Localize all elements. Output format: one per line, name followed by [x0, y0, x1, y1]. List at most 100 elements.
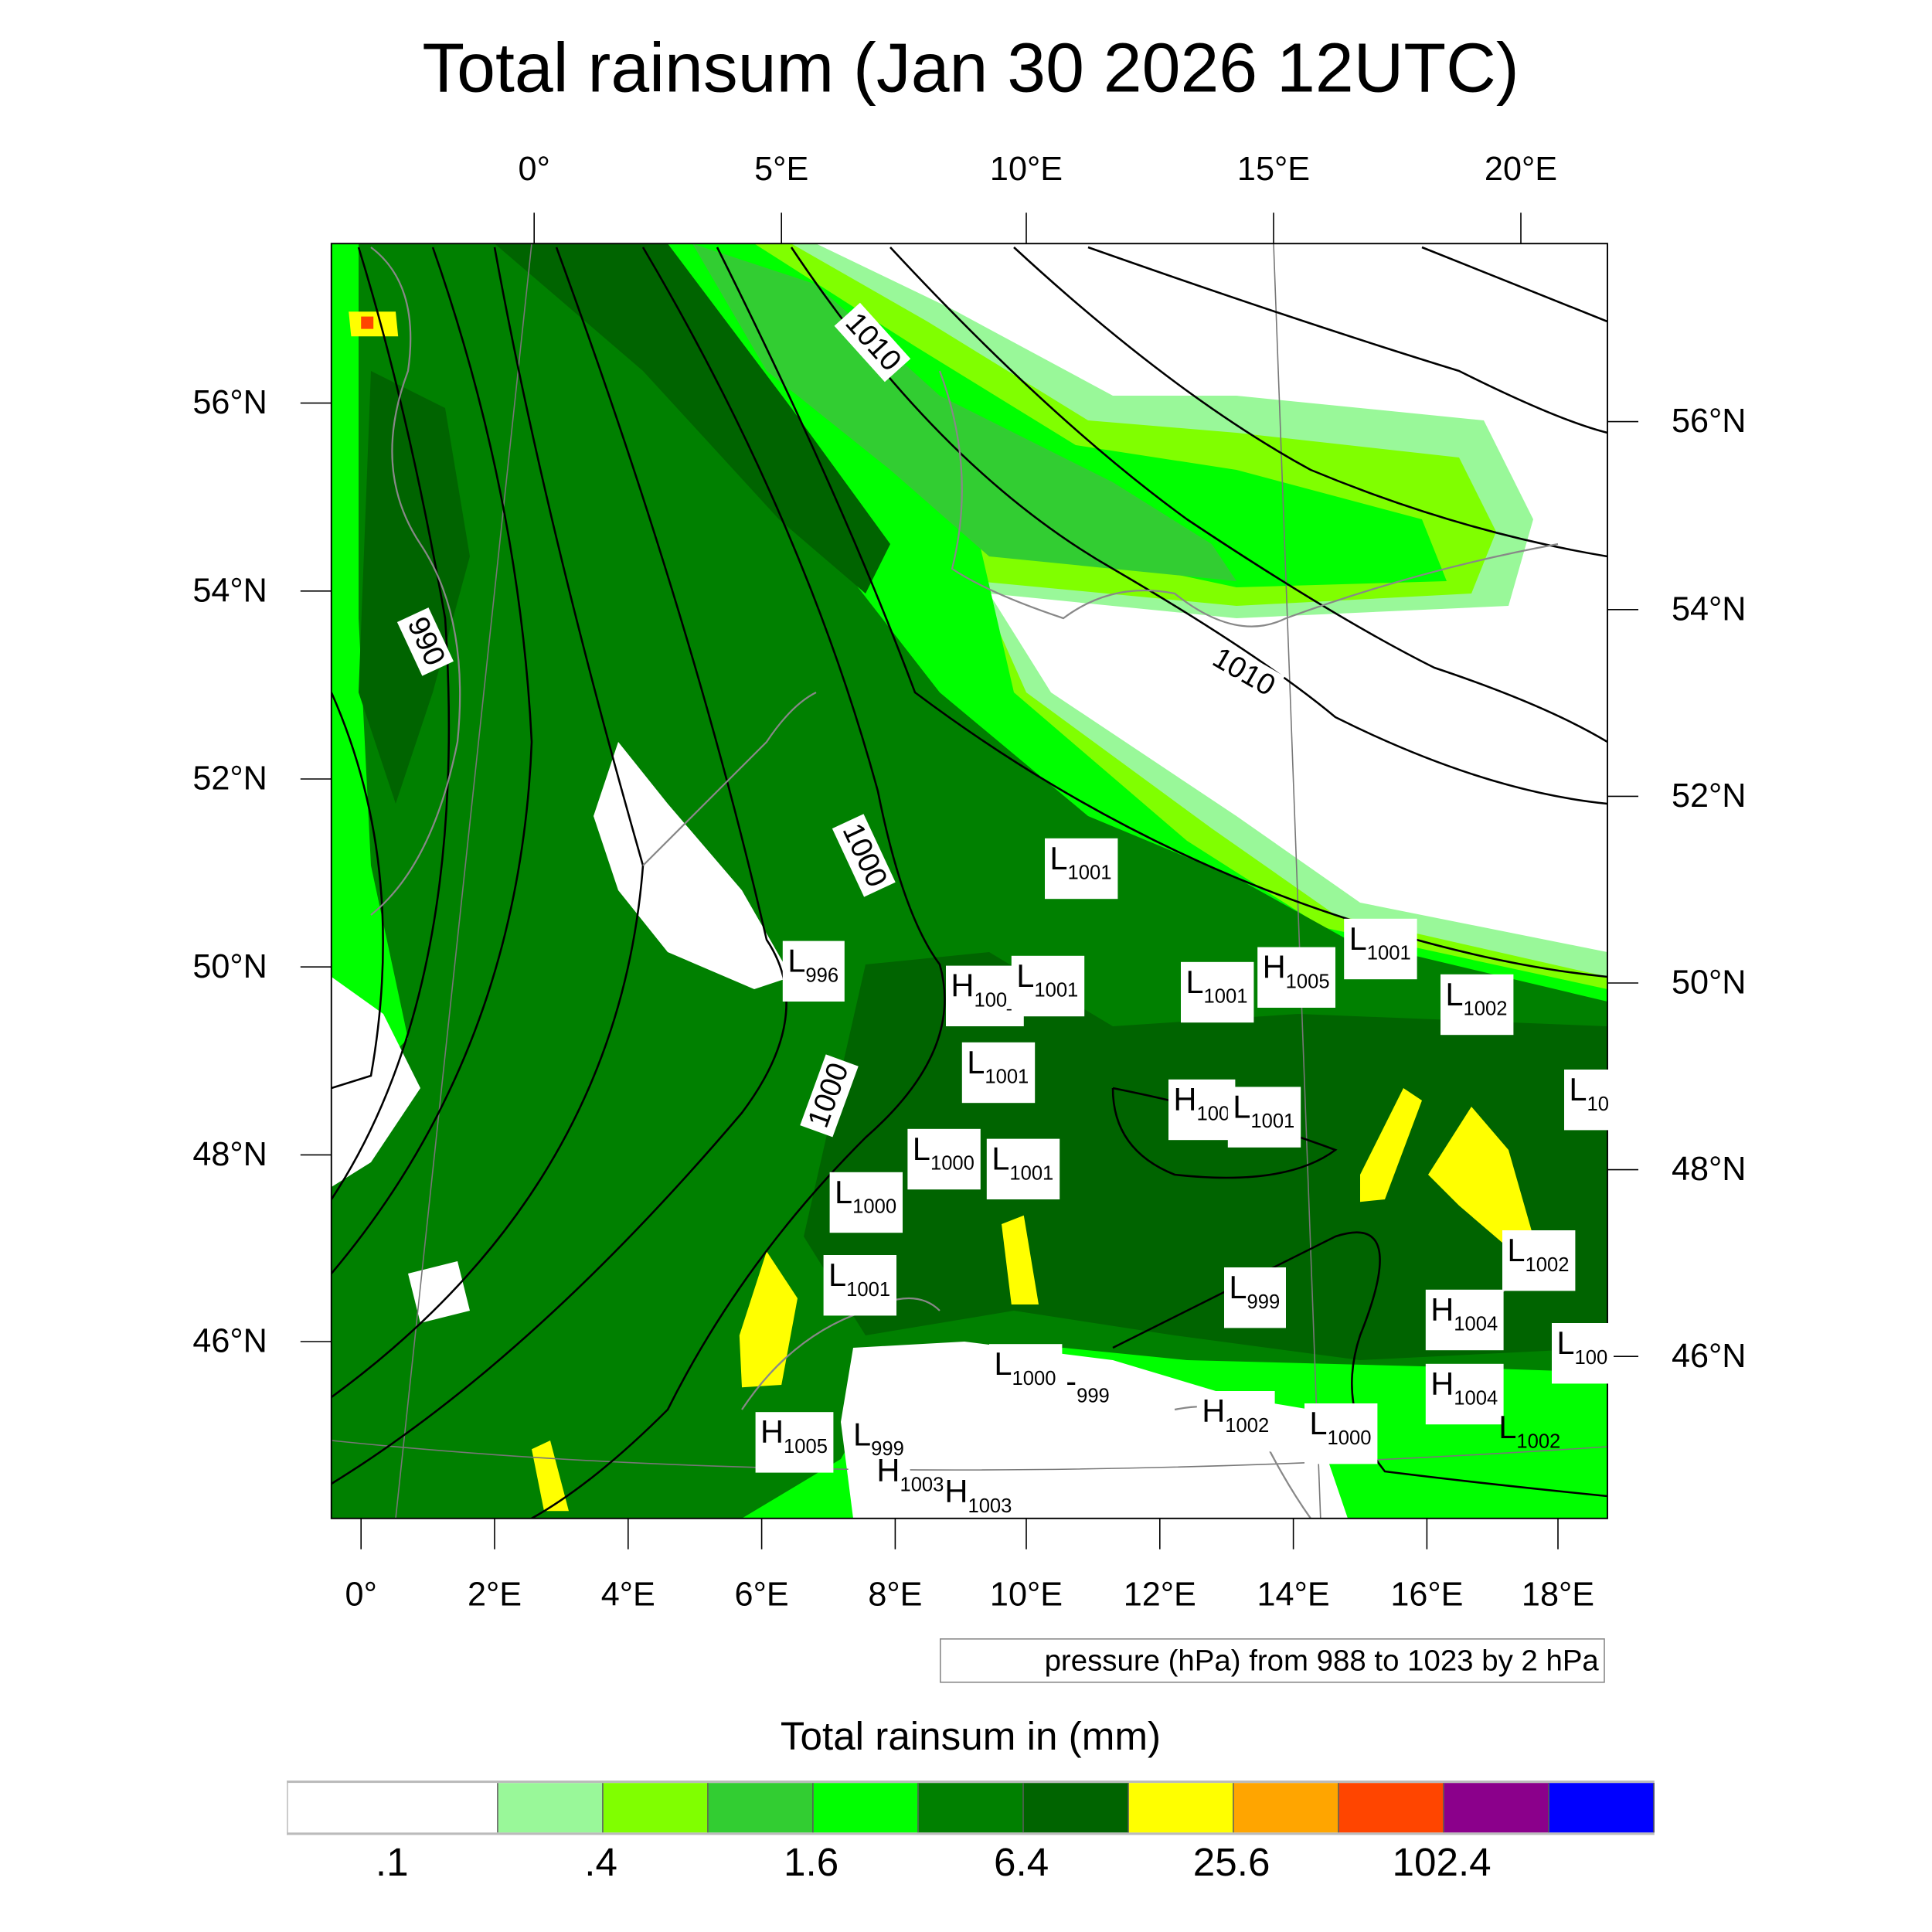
gridlines — [331, 243, 1608, 1519]
pressure-center-type: L — [992, 1140, 1010, 1178]
high-pressure-label: H1002 — [1196, 1391, 1276, 1452]
right-lat-label: 48°N — [1671, 1150, 1747, 1188]
colorbar-swatch — [1338, 1783, 1444, 1833]
colorbar — [287, 1781, 1655, 1835]
pressure-center-type: H — [1202, 1392, 1226, 1430]
colorbar-swatch — [918, 1783, 1024, 1833]
colorbar-tick-label: .1 — [375, 1839, 409, 1885]
pressure-center-value: 1002 — [1463, 998, 1508, 1020]
low-pressure-label: L1000 — [1304, 1403, 1378, 1464]
pressure-center-type: H — [1173, 1080, 1197, 1118]
colorbar-swatch — [813, 1783, 919, 1833]
low-pressure-label: L1002 — [1502, 1230, 1576, 1291]
pressure-center-value: 1001 — [985, 1066, 1029, 1088]
top-lon-label: 20°E — [1484, 150, 1558, 188]
bottom-lon-label: 6°E — [734, 1576, 789, 1614]
pressure-center-type: L — [1049, 839, 1068, 877]
pressure-center-value: 1001 — [1034, 980, 1079, 1002]
colorbar-swatch — [1023, 1783, 1129, 1833]
pressure-center-type: L — [1229, 1268, 1247, 1306]
low-pressure-label: L1002 — [1440, 974, 1514, 1036]
top-lon-label: 0° — [518, 150, 550, 188]
pressure-center-type: L — [1507, 1231, 1526, 1269]
bottom-lon-label: 0° — [345, 1576, 377, 1614]
right-lat-label: 56°N — [1671, 402, 1747, 440]
pressure-center-type: L — [853, 1416, 872, 1453]
high-pressure-label: H1003 — [872, 1451, 950, 1511]
bottom-lon-label: 12°E — [1123, 1576, 1196, 1614]
pressure-center-value: 1000 — [930, 1153, 975, 1175]
pressure-center-type: - — [1066, 1362, 1077, 1400]
pressure-center-type: L — [1233, 1088, 1251, 1125]
pressure-center-type: H — [1430, 1365, 1454, 1403]
pressure-center-value: 1001 — [1366, 943, 1411, 964]
pressure-center-type: L — [1569, 1070, 1587, 1108]
pressure-center-value: 1005 — [784, 1437, 828, 1458]
low-pressure-label: L1001 — [986, 1138, 1060, 1199]
colorbar-swatch — [287, 1783, 393, 1833]
pressure-center-value: 1000 — [852, 1196, 897, 1218]
high-pressure-label: H100_ — [946, 965, 1025, 1026]
pressure-center-type: L — [1349, 920, 1367, 957]
pressure-center-type: L — [1445, 975, 1464, 1013]
pressure-note: pressure (hPa) from 988 to 1023 by 2 hPa — [940, 1638, 1605, 1683]
pressure-center-value: 1004 — [1454, 1388, 1498, 1410]
low-pressure-label: L1001 — [1011, 955, 1085, 1017]
right-lat-label: 46°N — [1671, 1337, 1747, 1375]
pressure-center-value: 996 — [805, 965, 839, 987]
axis-ticks — [300, 213, 1639, 1549]
pressure-center-value: 1001 — [1067, 862, 1112, 884]
coastlines — [370, 247, 1559, 1519]
colorbar-swatch — [1233, 1783, 1339, 1833]
pressure-center-value: 1001 — [1203, 986, 1248, 1008]
pressure-center-value: 1004 — [1454, 1314, 1498, 1335]
rain-64-128 — [495, 243, 890, 594]
pressure-center-value: 1002 — [1525, 1255, 1570, 1277]
plot-frame — [330, 243, 1608, 1519]
high-pressure-label: H1005 — [755, 1412, 834, 1473]
chart-title: Total rainsum (Jan 30 2026 12UTC) — [422, 28, 1519, 107]
bottom-lon-label: 4°E — [600, 1576, 655, 1614]
low-pressure-label: L10 — [1564, 1070, 1616, 1131]
pressure-center-value: 100 — [1574, 1348, 1608, 1369]
colorbar-swatch — [393, 1783, 498, 1833]
low-pressure-label: -999 — [1060, 1361, 1116, 1422]
pressure-center-type: H — [876, 1451, 900, 1489]
no-rain-sw — [408, 1261, 470, 1323]
colorbar-tick-label: 25.6 — [1192, 1839, 1270, 1885]
low-pressure-label: L1002 — [1494, 1407, 1567, 1468]
colorbar-swatch — [708, 1783, 814, 1833]
pressure-center-type: L — [1498, 1408, 1517, 1446]
pressure-center-type: L — [967, 1043, 985, 1081]
low-pressure-label: L999 — [1224, 1267, 1287, 1328]
pressure-center-value: 999 — [1247, 1292, 1281, 1314]
bottom-lon-label: 8°E — [868, 1576, 923, 1614]
bottom-lon-label: 10°E — [989, 1576, 1063, 1614]
colorbar-tick-label: 102.4 — [1392, 1839, 1492, 1885]
top-lon-label: 15°E — [1236, 150, 1311, 188]
high-pressure-label: H1004 — [1425, 1363, 1505, 1425]
pressure-center-value: 1003 — [968, 1496, 1012, 1518]
pressure-center-type: H — [951, 967, 975, 1005]
low-pressure-label: L1001 — [961, 1042, 1036, 1104]
left-lat-label: 56°N — [192, 383, 267, 421]
left-lat-label: 50°N — [192, 947, 267, 985]
low-pressure-label: L1001 — [1045, 838, 1118, 900]
pressure-center-type: L — [912, 1130, 930, 1168]
left-lat-label: 48°N — [192, 1135, 267, 1173]
pressure-center-value: 10 — [1587, 1094, 1610, 1116]
pressure-center-value: 100 — [1196, 1104, 1230, 1125]
low-pressure-label: L1000 — [907, 1128, 981, 1190]
low-pressure-label: L1001 — [823, 1255, 897, 1316]
top-lon-label: 10°E — [989, 150, 1063, 188]
pressure-center-type: H — [760, 1413, 784, 1451]
colorbar-tick-label: 6.4 — [994, 1839, 1049, 1885]
high-pressure-label: H1005 — [1257, 947, 1336, 1008]
pressure-center-type: L — [1016, 957, 1035, 995]
low-pressure-label: L996 — [782, 940, 845, 1002]
high-pressure-label: H100 — [1168, 1079, 1236, 1141]
colorbar-swatch — [498, 1783, 604, 1833]
pressure-center-type: L — [828, 1256, 847, 1294]
low-pressure-label: L1001 — [1344, 918, 1417, 980]
